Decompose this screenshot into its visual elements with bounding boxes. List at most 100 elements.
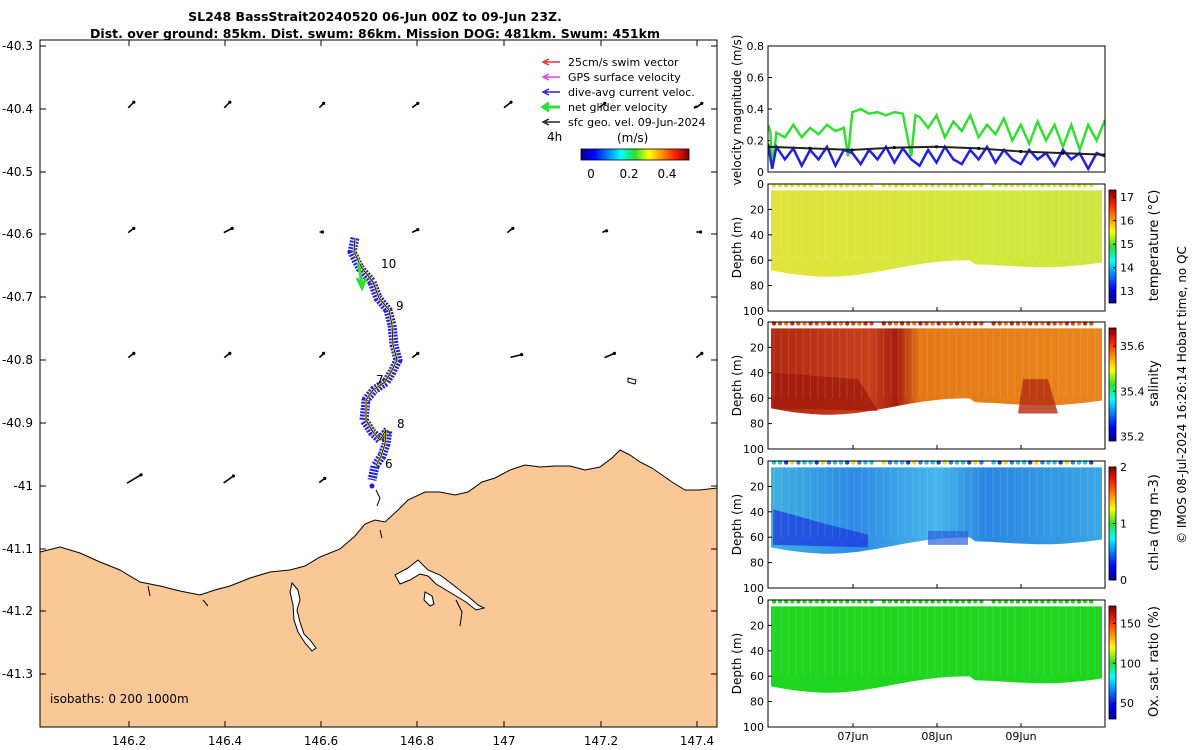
- colorbar-tick-label: 35.6: [1120, 340, 1145, 353]
- track-black-centre: [353, 237, 398, 467]
- geo-arrow-head: [511, 226, 515, 230]
- map-xtick-label: 146.4: [208, 734, 242, 748]
- geo-arrow-head: [320, 230, 324, 234]
- legend-label-geo: sfc geo. vel. 09-Jun-2024: [568, 116, 705, 129]
- depth-tick-label: 20: [750, 341, 764, 354]
- map-x-axis: 146.2 146.4 146.6 146.8 147 147.2 147.4: [112, 40, 714, 748]
- map-xtick-label: 146.2: [112, 734, 146, 748]
- time-tick-label: 07Jun: [837, 730, 868, 743]
- depth-tick-label: 40: [750, 506, 764, 519]
- depth-ylabel: Depth (m): [730, 494, 744, 555]
- map-ytick-label: -40.5: [2, 165, 33, 179]
- land-tasmania: [40, 449, 717, 727]
- velocity-point: [850, 148, 854, 152]
- velocity-point: [934, 145, 939, 149]
- geo-arrow-head: [509, 100, 513, 104]
- legend-label-current: dive-avg current veloc.: [568, 86, 695, 99]
- map-xtick-label: 146.8: [400, 734, 434, 748]
- track-end-marker: [369, 483, 375, 489]
- geo-arrow-head: [322, 351, 326, 355]
- geo-arrow-head: [700, 351, 704, 355]
- map-ytick-label: -41: [13, 479, 33, 493]
- day-label: 10: [381, 257, 396, 271]
- section-colorbar: [1108, 327, 1117, 442]
- colorbar-tick-label: 14: [1120, 262, 1134, 275]
- geo-arrow-head: [139, 473, 143, 477]
- colorbar-label: salinity: [1147, 360, 1162, 407]
- velocity-lines: [768, 107, 1105, 172]
- inlet-west: [289, 581, 317, 652]
- tamar-inlet: [394, 559, 486, 611]
- colorbar-tick-label: 1: [1120, 518, 1127, 531]
- geo-arrow-head: [612, 351, 617, 355]
- colorbar-tick: 0.2: [619, 167, 638, 181]
- map-xtick-label: 147.2: [584, 734, 618, 748]
- time-tick-label: 08Jun: [921, 730, 952, 743]
- section-panel-oxygen-saturation: 0 20 40 60 80 100 Depth (m) 50 100 150 Ox. sat. ra…: [730, 594, 1162, 743]
- velocity-point: [977, 146, 981, 150]
- inlet-mid: [423, 591, 435, 607]
- colorbar-tick-label: 100: [1120, 657, 1141, 670]
- velocity-series-line: [768, 107, 1105, 169]
- geo-arrow-head: [132, 100, 136, 104]
- day-label: 9: [396, 299, 404, 313]
- map-ytick-label: -40.8: [2, 353, 33, 367]
- depth-tick-label: 0: [757, 178, 764, 191]
- geo-arrow-head: [231, 474, 235, 478]
- colorbar-tick: 0.4: [657, 167, 676, 181]
- depth-tick-label: 80: [750, 418, 764, 431]
- colorbar-tick-label: 13: [1120, 285, 1134, 298]
- day-label: 6: [385, 457, 393, 471]
- depth-tick-label: 40: [750, 367, 764, 380]
- colorbar-tick-label: 35.4: [1120, 385, 1145, 398]
- section-panel-chlorophyll-a: 0 20 40 60 80 100 Depth (m) 0 1 2 chl-a (mg m-3): [730, 455, 1162, 595]
- velocity-panel: velocity magnitude (m/s) 0 0.2 0.4 0.6 0.8: [730, 35, 1106, 185]
- copyright-footer: © IMOS 08-Jul-2024 16:26:14 Hobart time,…: [1175, 246, 1189, 544]
- section-panel-temperature: 0 20 40 60 80 100 Depth (m) 13 14 15 16 17 temperatu…: [730, 178, 1162, 318]
- depth-tick-label: 0: [757, 316, 764, 329]
- step-label: 4h: [547, 130, 562, 144]
- geo-arrow-head: [228, 100, 232, 104]
- net-velocity-arrow: [355, 261, 368, 292]
- section-anomaly: [928, 530, 968, 545]
- map-legend: 25cm/s swim vector GPS surface velocity …: [540, 56, 705, 181]
- colorbar-tick-label: 150: [1120, 618, 1141, 631]
- depth-tick-label: 0: [757, 594, 764, 607]
- velocity-ytick-label: 0.8: [747, 40, 765, 53]
- section-anomaly: [773, 509, 868, 548]
- colorbar-tick-label: 17: [1120, 191, 1134, 204]
- legend-label-net: net glider velocity: [568, 101, 668, 114]
- depth-tick-label: 60: [750, 531, 764, 544]
- colorbar-tick-label: 35.2: [1120, 430, 1145, 443]
- geo-arrow-head: [605, 229, 609, 233]
- speed-colorbar: [580, 148, 690, 161]
- colorbar-title: (m/s): [617, 131, 648, 145]
- velocity-ytick-label: 0: [757, 166, 764, 179]
- map-ytick-label: -40.4: [2, 102, 33, 116]
- velocity-ytick-label: 0.6: [747, 72, 765, 85]
- depth-tick-label: 100: [743, 443, 764, 456]
- legend-label-swim: 25cm/s swim vector: [568, 56, 679, 69]
- velocity-ytick-label: 0.2: [747, 135, 765, 148]
- section-panel-salinity: 0 20 40 60 80 100 Depth (m) 35.2 35.4 35.6salinit…: [730, 316, 1162, 456]
- depth-tick-label: 100: [743, 305, 764, 318]
- section-anomaly: [773, 372, 878, 411]
- map-xtick-label: 147.4: [680, 734, 714, 748]
- depth-tick-label: 20: [750, 203, 764, 216]
- depth-tick-label: 100: [743, 582, 764, 595]
- colorbar-label: Ox. sat. ratio (%): [1147, 606, 1162, 717]
- velocity-series-line: [768, 143, 1105, 172]
- title-line-2: Dist. over ground: 85km. Dist. swum: 86k…: [90, 26, 660, 41]
- velocity-y-axis: 0 0.2 0.4 0.6 0.8: [747, 40, 772, 179]
- velocity-ytick-label: 0.4: [747, 103, 765, 116]
- map-ytick-label: -40.9: [2, 416, 33, 430]
- geo-arrow-head: [416, 228, 420, 232]
- geo-arrow-head: [322, 101, 326, 105]
- geo-arrow-head: [416, 101, 420, 105]
- title-line-1: SL248 BassStrait20240520 06-Jun 00Z to 0…: [188, 9, 562, 24]
- depth-tick-label: 60: [750, 670, 764, 683]
- section-data-field: [771, 606, 1102, 693]
- map-ytick-label: -40.7: [2, 290, 33, 304]
- glider-track: [347, 237, 403, 489]
